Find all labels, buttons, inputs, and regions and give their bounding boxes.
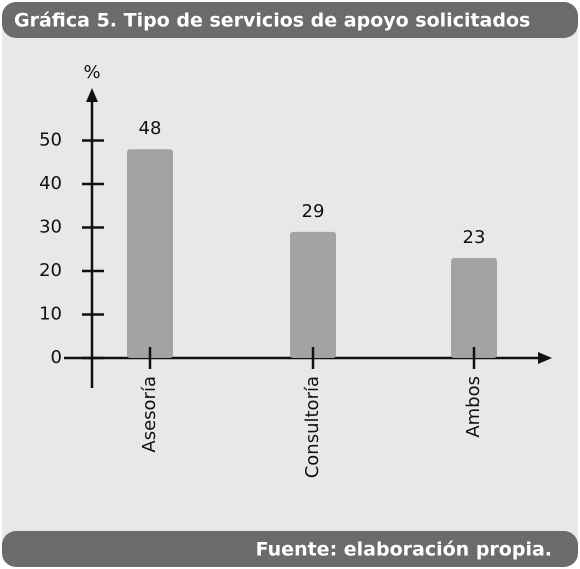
y-axis-arrow: [86, 88, 98, 102]
y-tick-label: 40: [39, 173, 62, 194]
bar: [451, 257, 497, 358]
source-note: Fuente: elaboración propia.: [256, 539, 552, 561]
value-label: 48: [139, 118, 162, 139]
bar: [290, 231, 336, 358]
x-axis-arrow: [538, 352, 552, 364]
x-tick-label: Asesoría: [139, 376, 160, 453]
y-axis-label: %: [83, 62, 100, 83]
title-band: [2, 2, 578, 38]
y-tick-label: 10: [39, 304, 62, 325]
value-label: 29: [302, 201, 325, 222]
x-tick-label: Consultoría: [302, 376, 323, 478]
chart-title: Gráfica 5. Tipo de servicios de apoyo so…: [14, 10, 530, 32]
y-tick-label: 0: [51, 347, 62, 368]
x-tick-label: Ambos: [463, 376, 484, 438]
value-label: 23: [463, 227, 486, 248]
bar: [127, 149, 173, 358]
y-tick-label: 50: [39, 130, 62, 151]
y-tick-label: 30: [39, 217, 62, 238]
footer-band: [2, 531, 578, 567]
y-tick-label: 20: [39, 260, 62, 281]
